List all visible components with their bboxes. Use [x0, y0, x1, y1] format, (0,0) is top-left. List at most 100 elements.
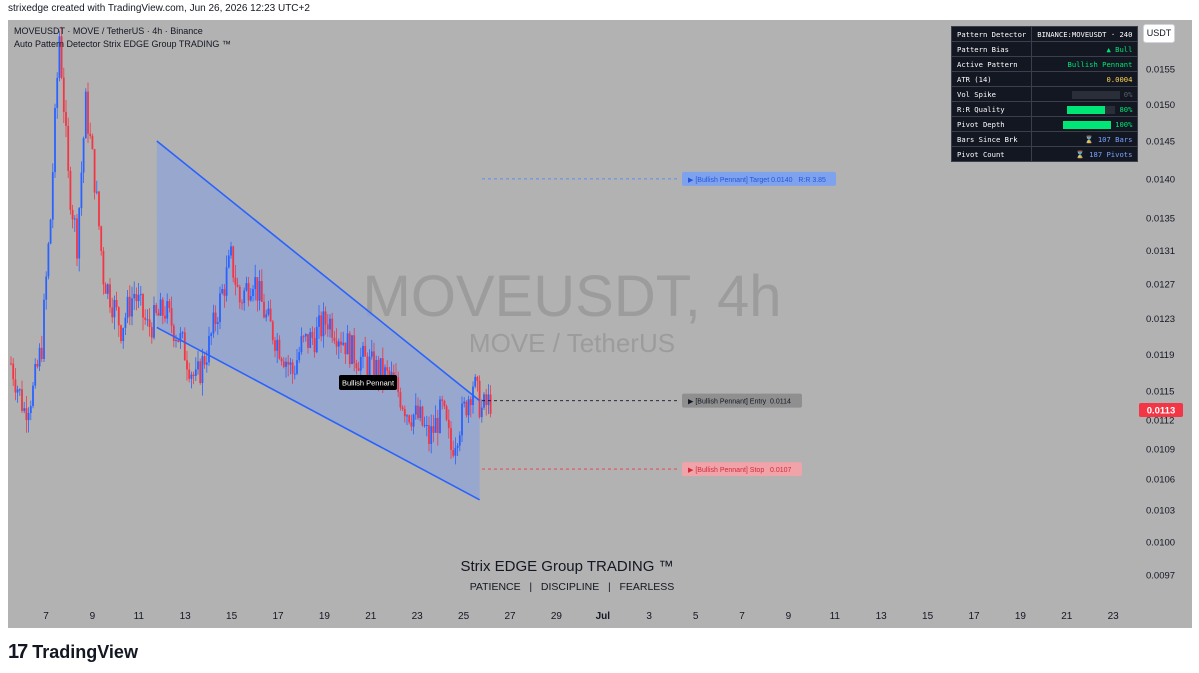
panel-row: Vol Spike 0% [950, 86, 1139, 102]
time-tick-label: Jul [596, 611, 611, 622]
candle-body [126, 296, 129, 318]
candle-body [375, 359, 378, 379]
candle-body [49, 219, 52, 244]
candles [10, 26, 492, 465]
price-tick-label: 0.0097 [1146, 571, 1175, 582]
candle-body [155, 305, 158, 313]
candle-body [430, 426, 433, 444]
candle-body [359, 356, 362, 371]
panel-row: Pivot Count ⌛ 187 Pivots [950, 146, 1139, 162]
candle-body [159, 299, 162, 316]
last-price-marker: 0.0113 [1139, 403, 1183, 417]
candle-body [45, 276, 48, 300]
candle-body [381, 358, 384, 381]
candle-body [170, 307, 173, 326]
price-tick-label: 0.0155 [1146, 65, 1175, 76]
candle-body [256, 277, 259, 301]
candle-body [300, 336, 303, 353]
price-tick-label: 0.0103 [1146, 506, 1175, 517]
candle-body [161, 299, 164, 316]
last-price-box [1139, 403, 1183, 417]
candle-body [192, 374, 195, 376]
candle-body [458, 435, 461, 446]
candle-body [267, 308, 270, 315]
branding: Strix EDGE Group TRADING ™ PATIENCE | DI… [460, 558, 674, 593]
candle-body [342, 342, 345, 345]
candle-body [485, 394, 488, 406]
legend-indicator-line: Auto Pattern Detector Strix EDGE Group T… [14, 39, 231, 49]
currency-button[interactable]: USDT [1143, 24, 1175, 43]
candle-body [95, 191, 98, 193]
candle-body [258, 281, 261, 301]
candle-body [115, 300, 118, 308]
panel-row-value: 0% [1123, 89, 1133, 99]
candle-body [109, 284, 111, 308]
candle-body [313, 337, 316, 353]
candle-body [348, 333, 351, 365]
candle-body [227, 255, 230, 268]
candle-body [379, 358, 382, 380]
candle-body [423, 425, 426, 427]
pattern-upper-trendline[interactable] [156, 140, 481, 402]
candle-body [245, 283, 248, 291]
time-axis: 7 9 11 13 15 17 19 21 23 25 27 29 Jul 3 5 7 9 11 13 15 17 19 2… [43, 611, 1119, 622]
candle-body [388, 370, 391, 377]
chart-legend: MOVEUSDT · MOVE / TetherUS · 4h · Binanc… [14, 25, 231, 51]
time-tick-label: 7 [43, 611, 49, 622]
candle-body [307, 334, 309, 348]
candle-body [71, 209, 74, 220]
panel-row-value: 100% [1115, 119, 1133, 129]
candle-body [421, 406, 424, 426]
candle-body [186, 360, 188, 370]
branding-tagline: PATIENCE | DISCIPLINE | FEARLESS [470, 581, 675, 593]
time-tick-label: 17 [272, 611, 284, 622]
candle-body [199, 361, 202, 384]
candle-body [370, 351, 373, 357]
level-label-box-entry [682, 393, 802, 408]
panel-meter [1067, 105, 1116, 114]
candle-body [274, 340, 276, 351]
price-tick-label: 0.0112 [1146, 415, 1174, 426]
candle-body [329, 318, 331, 330]
candle-body [351, 335, 353, 365]
footer-branding[interactable]: 17 TradingView [8, 641, 138, 664]
pattern-lower-trendline[interactable] [156, 326, 480, 501]
chart-created-by: strixedge created with TradingView.com, … [8, 3, 310, 14]
candle-body [65, 111, 67, 126]
price-tick-label: 0.0135 [1146, 214, 1175, 225]
candle-body [100, 226, 103, 251]
candle-body [221, 289, 224, 294]
candle-body [168, 301, 171, 308]
candle-body [238, 286, 241, 303]
time-tick-label: 27 [504, 611, 516, 622]
candle-body [254, 277, 257, 290]
candle-body [452, 450, 455, 456]
candle-body [131, 298, 133, 317]
time-tick-label: 19 [1015, 611, 1027, 622]
candle-body [247, 283, 250, 301]
candle-body [113, 300, 116, 318]
candle-body [232, 246, 235, 278]
panel-row-value: ⌛ 107 Bars [1084, 134, 1133, 144]
candle-body [410, 422, 413, 427]
time-tick-label: 5 [693, 611, 699, 622]
candle-body [21, 389, 23, 411]
candle-body [137, 294, 140, 302]
panel-row: R:R Quality 80% [950, 101, 1139, 117]
candle-body [276, 339, 279, 351]
tradingview-logo-icon: 17 [8, 641, 28, 663]
price-tick-label: 0.0145 [1146, 136, 1175, 147]
candle-body [214, 312, 217, 324]
panel-row: Pattern Detector BINANCE:MOVEUSDT · 240 [950, 26, 1139, 42]
price-tick-label: 0.0109 [1146, 445, 1175, 456]
candle-body [47, 243, 50, 277]
candle-body [84, 91, 87, 139]
panel-row-value: BINANCE:MOVEUSDT · 240 [1037, 29, 1133, 39]
candle-body [428, 425, 430, 444]
candle-body [12, 363, 15, 380]
candle-body [177, 339, 180, 342]
candle-body [219, 293, 221, 323]
candle-body [10, 363, 12, 365]
candle-body [18, 389, 21, 391]
